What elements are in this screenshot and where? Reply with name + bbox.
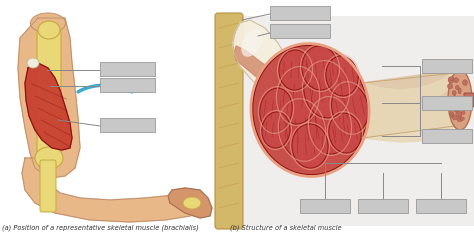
Ellipse shape xyxy=(456,111,462,117)
Text: (b) Structure of a skeletal muscle: (b) Structure of a skeletal muscle xyxy=(230,224,342,231)
FancyBboxPatch shape xyxy=(270,24,330,38)
Ellipse shape xyxy=(35,147,63,169)
Polygon shape xyxy=(358,102,455,142)
Ellipse shape xyxy=(448,78,454,83)
Ellipse shape xyxy=(183,197,201,209)
Ellipse shape xyxy=(253,45,367,175)
Ellipse shape xyxy=(458,88,461,94)
Bar xyxy=(0,0,210,226)
Polygon shape xyxy=(18,18,80,178)
Ellipse shape xyxy=(456,85,459,90)
Polygon shape xyxy=(233,20,295,100)
FancyBboxPatch shape xyxy=(422,96,472,110)
FancyBboxPatch shape xyxy=(358,199,408,213)
Ellipse shape xyxy=(448,70,472,130)
Ellipse shape xyxy=(454,108,459,112)
FancyBboxPatch shape xyxy=(37,30,61,161)
Ellipse shape xyxy=(447,84,453,89)
Ellipse shape xyxy=(463,80,467,85)
Ellipse shape xyxy=(262,112,290,148)
Ellipse shape xyxy=(329,113,361,153)
Ellipse shape xyxy=(241,29,263,57)
FancyBboxPatch shape xyxy=(40,160,56,212)
Ellipse shape xyxy=(450,111,453,115)
Ellipse shape xyxy=(457,118,462,122)
Ellipse shape xyxy=(27,58,39,68)
Ellipse shape xyxy=(458,114,462,118)
Polygon shape xyxy=(358,70,455,104)
Ellipse shape xyxy=(292,124,328,168)
Ellipse shape xyxy=(326,56,358,96)
FancyBboxPatch shape xyxy=(422,59,472,73)
FancyBboxPatch shape xyxy=(300,199,350,213)
Ellipse shape xyxy=(451,112,454,118)
Polygon shape xyxy=(22,158,208,222)
FancyBboxPatch shape xyxy=(416,199,466,213)
Polygon shape xyxy=(362,70,455,138)
Text: (a) Position of a representative skeletal muscle (brachialis): (a) Position of a representative skeleta… xyxy=(2,224,199,231)
Ellipse shape xyxy=(280,100,324,160)
Ellipse shape xyxy=(304,62,348,118)
Ellipse shape xyxy=(452,115,457,120)
FancyBboxPatch shape xyxy=(464,93,474,107)
FancyBboxPatch shape xyxy=(100,78,155,92)
FancyBboxPatch shape xyxy=(100,62,155,76)
Polygon shape xyxy=(234,46,290,98)
Polygon shape xyxy=(168,188,212,218)
FancyBboxPatch shape xyxy=(270,6,330,20)
Ellipse shape xyxy=(310,98,350,154)
Ellipse shape xyxy=(452,91,456,95)
FancyBboxPatch shape xyxy=(215,13,243,229)
Ellipse shape xyxy=(448,77,454,80)
Ellipse shape xyxy=(30,13,65,33)
FancyBboxPatch shape xyxy=(100,118,155,132)
Ellipse shape xyxy=(453,97,457,101)
Polygon shape xyxy=(25,63,72,150)
Ellipse shape xyxy=(260,88,292,132)
Ellipse shape xyxy=(453,95,456,101)
Ellipse shape xyxy=(332,83,368,133)
Ellipse shape xyxy=(460,117,465,120)
FancyBboxPatch shape xyxy=(422,129,472,143)
Ellipse shape xyxy=(279,50,311,90)
Ellipse shape xyxy=(38,21,60,39)
Ellipse shape xyxy=(450,97,454,103)
Ellipse shape xyxy=(462,111,465,114)
Ellipse shape xyxy=(454,78,458,83)
Ellipse shape xyxy=(278,68,318,124)
Bar xyxy=(215,16,474,226)
Ellipse shape xyxy=(302,46,338,90)
